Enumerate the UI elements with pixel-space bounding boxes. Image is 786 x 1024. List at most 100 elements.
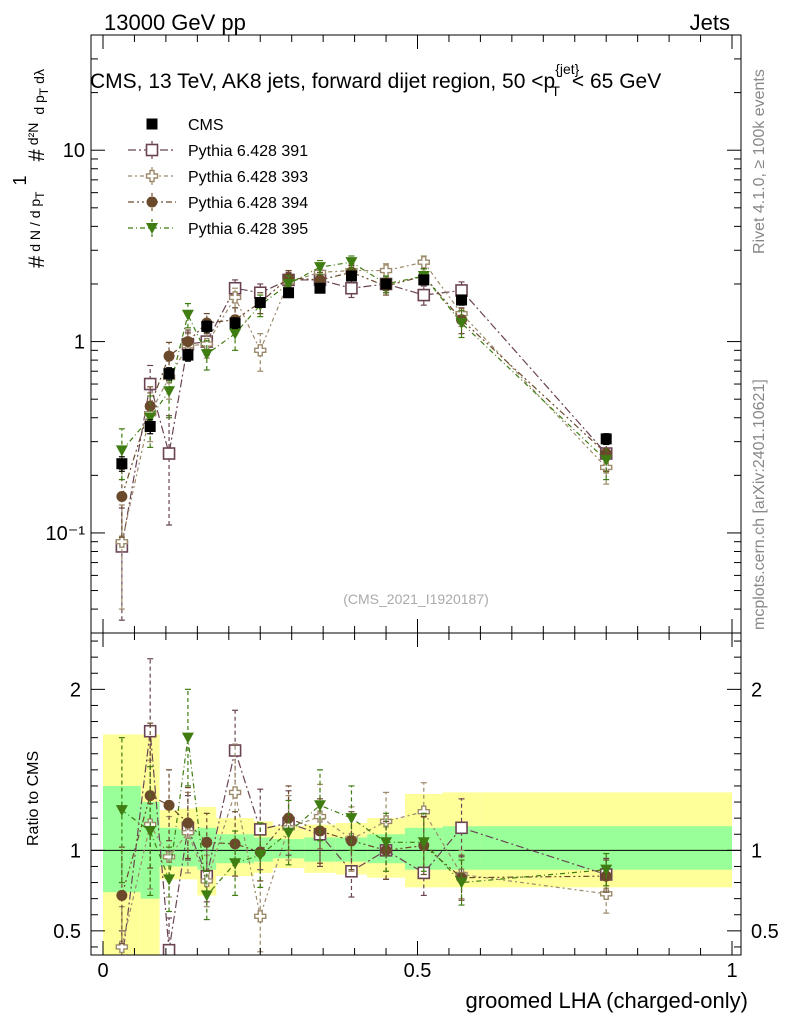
series-point	[600, 455, 613, 467]
ratio-panel: 0.5 0.5 1 1 2 2 0 0.5 1	[53, 632, 779, 982]
ratio-point	[417, 837, 430, 849]
legend-marker	[146, 223, 158, 234]
ratio-point	[181, 732, 194, 744]
ratio-point	[254, 850, 267, 862]
ratio-point	[144, 826, 157, 838]
series-point	[144, 400, 156, 412]
top-panel: 10⁻¹ 1 10	[46, 34, 742, 634]
legend-marker	[146, 118, 158, 130]
ratio-point	[283, 812, 295, 824]
legend-item: CMS	[146, 117, 224, 134]
ratio-point	[417, 805, 430, 818]
ratio-frame	[90, 632, 742, 956]
ylabel-1: 1	[10, 175, 30, 185]
cms-point	[380, 278, 392, 290]
y-tick-label-ratio: 2	[70, 679, 81, 701]
ratio-plot-area	[91, 658, 741, 955]
series-point	[144, 412, 157, 424]
y-tick-label-top: 10	[63, 140, 85, 162]
cms-point	[418, 274, 430, 286]
y-tick-label-ratio: 1	[70, 840, 81, 862]
header-left: 13000 GeV pp	[104, 10, 246, 35]
cms-point	[314, 282, 326, 294]
cms-point	[456, 294, 468, 306]
ylabel-hash: #	[24, 255, 49, 268]
series-point	[163, 386, 176, 398]
y-tick-label-top: 10⁻¹	[46, 523, 86, 545]
ratio-point	[116, 889, 128, 901]
top-plot-area	[115, 255, 613, 621]
ylabel-sub-t2: T	[37, 87, 51, 95]
ylabel-d2n: d²N	[25, 123, 41, 146]
legend-label: Pythia 6.428 391	[188, 143, 308, 160]
series-point	[345, 281, 358, 295]
legend-marker	[145, 169, 159, 183]
chart-title: CMS, 13 TeV, AK8 jets, forward dijet reg…	[90, 61, 661, 99]
ylabel-hash2: #	[24, 148, 49, 161]
x-tick-label: 1	[726, 960, 737, 982]
x-tick-label: 0	[97, 960, 108, 982]
cms-point	[345, 270, 357, 282]
header-right: Jets	[690, 10, 730, 35]
y-tick-label-top: 1	[74, 332, 85, 354]
series-point	[455, 284, 468, 297]
series-point	[163, 350, 175, 362]
ratio-point	[282, 827, 295, 839]
legend-item: Pythia 6.428 394	[128, 193, 308, 212]
ratio-point	[181, 826, 195, 839]
cms-point	[201, 320, 213, 332]
ratio-point	[163, 799, 175, 811]
ratio-point	[380, 837, 393, 849]
ratio-point	[229, 858, 242, 870]
ratio-line	[121, 790, 607, 948]
side-label-top: Rivet 4.1.0, ≥ 100k events	[751, 69, 768, 254]
series-point	[181, 309, 194, 321]
ylabel-dpt: d p	[31, 95, 47, 115]
ratio-point	[455, 877, 468, 889]
ratio-point	[455, 821, 468, 835]
title-sup: {jet}	[555, 61, 579, 77]
legend-label: Pythia 6.428 393	[188, 169, 308, 186]
cms-point	[144, 420, 156, 432]
ratio-point	[380, 844, 392, 856]
chart-watermark: (CMS_2021_I1920187)	[343, 591, 489, 607]
x-tick-label: 0.5	[404, 960, 432, 982]
legend-label: Pythia 6.428 394	[188, 195, 308, 212]
series-point	[115, 445, 128, 457]
y-tick-label-ratio-right: 1	[751, 840, 762, 862]
cms-point	[163, 368, 175, 380]
legend-label: Pythia 6.428 395	[188, 221, 308, 238]
series-point	[282, 278, 295, 290]
ylabel-dn: d N / d p	[27, 199, 43, 252]
legend-item: Pythia 6.428 393	[128, 167, 308, 186]
legend: CMS Pythia 6.428 391 Pythia 6.428 393 Pythi…	[128, 117, 308, 238]
side-label-bottom: mcplots.cern.ch [arXiv:2401.10621]	[751, 379, 768, 630]
title-part-2: < 65 GeV	[572, 70, 661, 93]
series-point	[417, 255, 430, 269]
legend-item: Pythia 6.428 395	[128, 219, 308, 238]
ylabel-sub-t: T	[33, 191, 47, 199]
series-point	[345, 257, 358, 269]
ratio-point	[162, 943, 176, 955]
series-cms	[116, 270, 612, 472]
cms-point	[254, 297, 266, 309]
series-point	[314, 262, 327, 274]
ratio-point	[228, 786, 242, 799]
y-axis-label-top-text: #d N / d pT1#d²Nd pTdλ	[10, 69, 51, 268]
x-axis-label: groomed LHA (charged-only)	[466, 988, 748, 1013]
series-point	[228, 291, 242, 304]
series-point	[455, 318, 468, 330]
ratio-point	[254, 910, 267, 923]
legend-item: Pythia 6.428 391	[128, 141, 308, 160]
title-part-1: CMS, 13 TeV, AK8 jets, forward dijet reg…	[90, 70, 544, 93]
series-point	[143, 377, 157, 391]
y-axis-label-top: #d N / d pT1#d²Nd pTdλ	[10, 69, 51, 268]
series-point	[116, 491, 128, 503]
y-tick-label-ratio-right: 0.5	[751, 921, 779, 943]
ratio-point	[115, 805, 128, 817]
ratio-point	[163, 874, 176, 886]
series-point	[115, 535, 129, 548]
legend-marker	[146, 196, 158, 208]
ratio-point	[314, 800, 327, 812]
